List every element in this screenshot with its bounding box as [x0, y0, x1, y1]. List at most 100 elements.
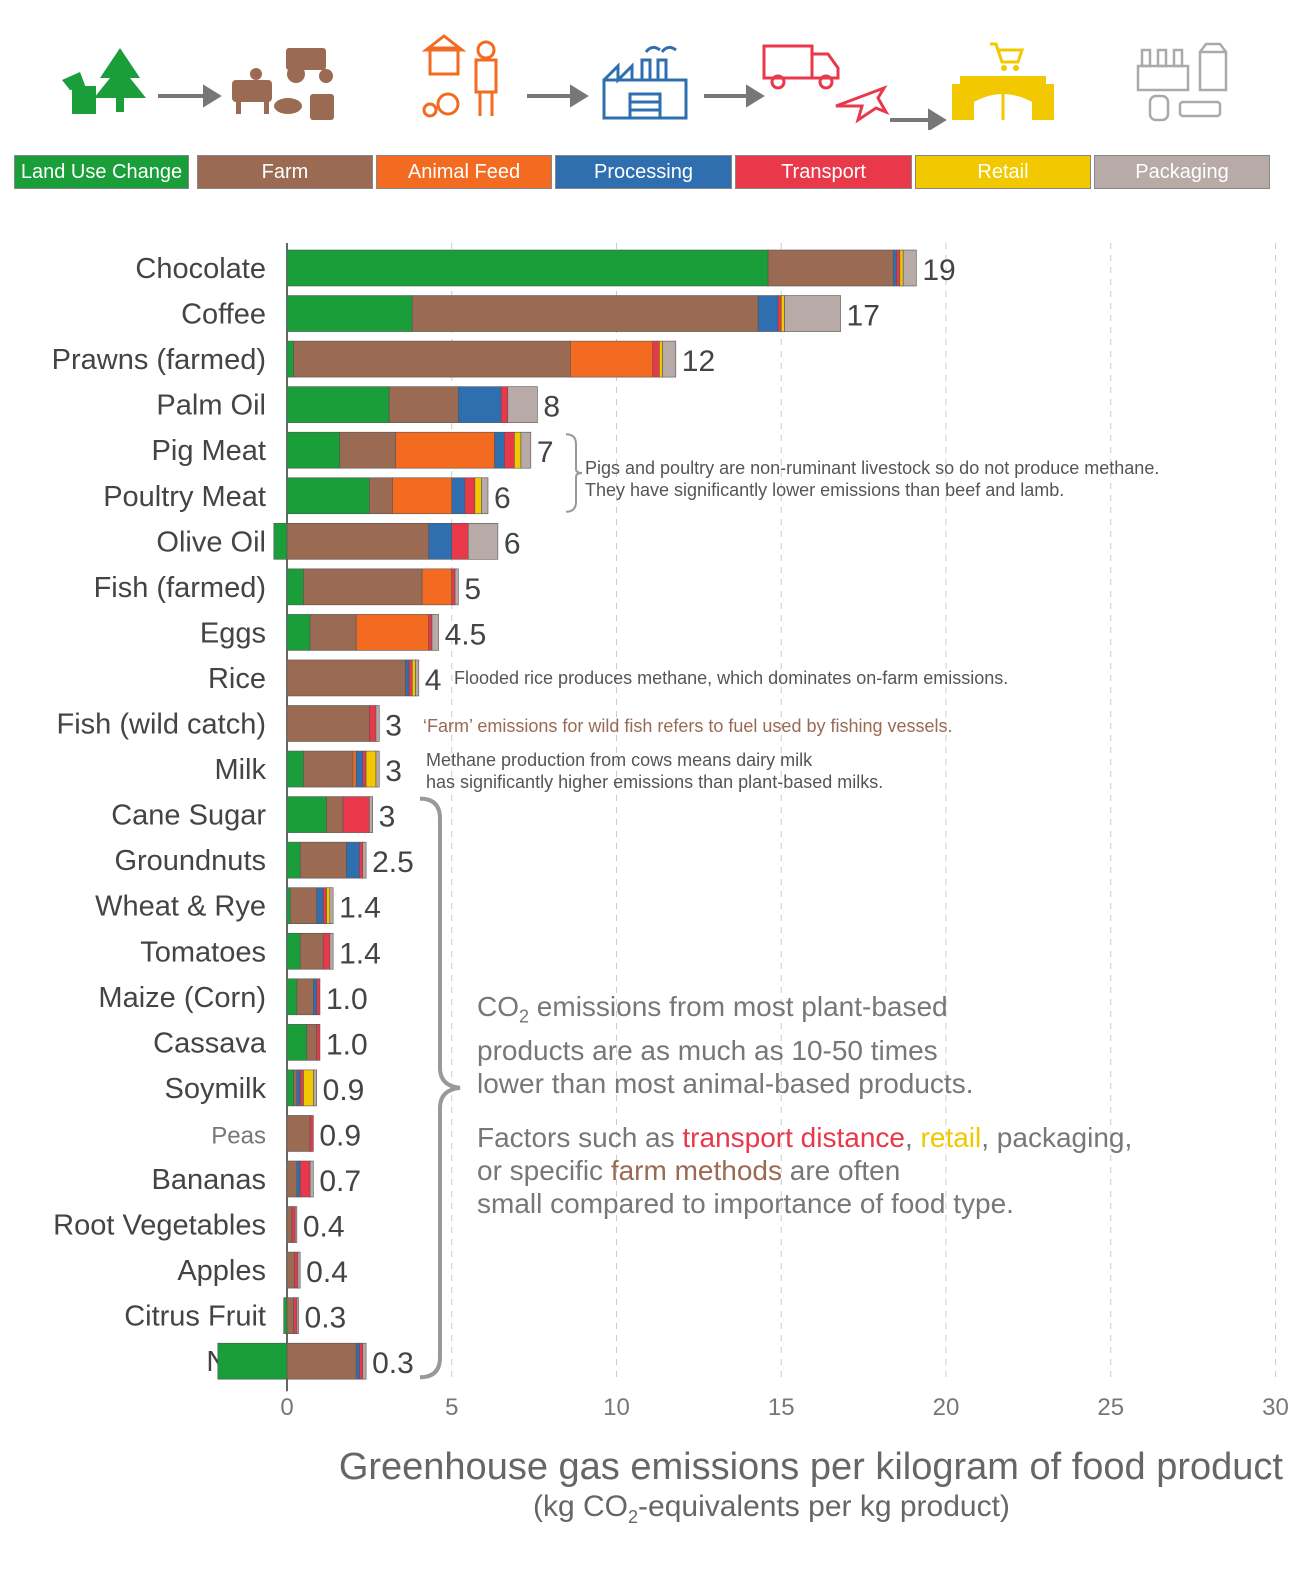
value-label: 3: [385, 710, 402, 743]
arrow-icon: [890, 108, 947, 130]
bar-segment: [286, 932, 301, 970]
category-label: Eggs: [200, 617, 266, 649]
x-tick-label: 5: [445, 1394, 458, 1421]
bar-segment: [329, 887, 334, 925]
rice-note: Flooded rice produces methane, which dom…: [454, 668, 1009, 688]
bar-segment: [309, 614, 357, 651]
supply-chain-icons: [62, 34, 1228, 130]
arrow-icon: [158, 84, 222, 108]
category-label: Rice: [208, 663, 266, 695]
bar-segment: [286, 1297, 294, 1334]
bar-segment: [767, 249, 894, 287]
category-label: Milk: [214, 754, 266, 786]
category-label: Chocolate: [135, 253, 266, 285]
bar-segment: [286, 340, 294, 378]
factors-are-often: are often: [782, 1155, 901, 1186]
bar-segment: [286, 659, 406, 697]
bar-segment: [297, 1251, 301, 1289]
bar-segment: [294, 1206, 298, 1243]
plant-based-line1-rest: emissions from most plant-based: [529, 991, 948, 1022]
category-label: Soymilk: [164, 1073, 266, 1105]
bar-segment: [365, 750, 377, 788]
bar-segment: [415, 659, 420, 697]
factors-line1: Factors such as transport distance, reta…: [477, 1121, 1132, 1154]
bar-segment: [293, 340, 571, 378]
bar-segment: [286, 522, 429, 560]
bar-segment: [514, 431, 522, 469]
x-tick-label: 30: [1262, 1394, 1289, 1421]
bar-segment: [293, 1069, 298, 1107]
bar-segment: [299, 1160, 311, 1198]
value-label: 0.9: [319, 1119, 361, 1152]
bar-segment: [286, 249, 769, 287]
bar-segment: [286, 978, 298, 1016]
factors-prefix: Factors such as: [477, 1122, 683, 1153]
bar-segment: [411, 295, 759, 332]
bar-segment: [777, 295, 782, 332]
factors-transport: transport distance: [682, 1122, 905, 1153]
bar-segment: [451, 477, 466, 515]
category-label: Tomatoes: [140, 936, 266, 968]
value-label: 3: [379, 801, 396, 834]
milk-note-line2: has significantly higher emissions than …: [426, 772, 884, 792]
bar-segment: [662, 340, 677, 378]
bar-segment: [326, 887, 331, 925]
plant-based-line3: lower than most animal-based products.: [477, 1067, 974, 1099]
bar-segment: [428, 614, 433, 651]
legend-processing: Processing: [555, 155, 732, 189]
bar-segment: [504, 431, 515, 469]
legend-farm: Farm: [197, 155, 373, 189]
plant-based-line1: CO2 emissions from most plant-based: [477, 990, 973, 1034]
value-label: 8: [543, 391, 560, 424]
category-label: Cassava: [153, 1027, 267, 1059]
value-label: 0.4: [306, 1256, 348, 1289]
milk-note: Methane production from cows means dairy…: [426, 749, 883, 793]
bar-segment: [313, 1069, 317, 1107]
bar-segment: [309, 1160, 314, 1198]
bar-segment: [902, 249, 917, 287]
bar-segment: [892, 249, 897, 287]
livestock-tractor-icon: [232, 48, 334, 120]
category-label: Prawns (farmed): [52, 344, 266, 376]
value-label: 1.0: [326, 1028, 368, 1061]
packaging-icon: [1136, 42, 1228, 122]
plant-based-subscript: 2: [519, 1006, 530, 1027]
value-label: 6: [504, 527, 521, 560]
bar-segment: [293, 1297, 298, 1334]
bar-segment: [570, 340, 654, 378]
bar-segment: [291, 1206, 296, 1243]
plant-based-note: CO2 emissions from most plant-based prod…: [477, 990, 973, 1100]
factors-line3: small compared to importance of food typ…: [477, 1188, 1014, 1219]
legend-packaging: Packaging: [1094, 155, 1270, 189]
bar-segment: [286, 614, 311, 651]
bar-segment: [217, 1342, 288, 1380]
bar-segment: [652, 340, 660, 378]
factors-or-specific: or specific: [477, 1155, 611, 1186]
bar-segment: [454, 568, 459, 606]
bar-segment: [520, 431, 532, 469]
bar-segment: [316, 1024, 321, 1061]
factors-comma: ,: [904, 1122, 921, 1153]
value-label: 0.3: [305, 1302, 347, 1335]
category-label: Palm Oil: [156, 390, 266, 422]
x-tick-label: 20: [933, 1394, 960, 1421]
x-tick-label: 25: [1097, 1394, 1124, 1421]
bar-segment: [322, 887, 327, 925]
bar-segment: [421, 568, 453, 606]
plant-based-co: CO: [477, 991, 519, 1022]
bar-segment: [411, 659, 416, 697]
category-label: Apples: [177, 1255, 266, 1287]
bar-segment: [359, 1342, 364, 1380]
factory-icon: [602, 45, 688, 120]
category-label: Fish (wild catch): [57, 709, 267, 741]
milk-note-line1: Methane production from cows means dairy…: [426, 750, 813, 770]
truck-plane-icon: [762, 44, 890, 124]
bar-segment: [388, 386, 459, 423]
bar-segment: [395, 431, 495, 469]
bar-segment: [494, 431, 505, 469]
factors-farm-methods: farm methods: [610, 1155, 782, 1186]
value-label: 19: [922, 254, 955, 287]
value-label: 12: [682, 345, 715, 378]
bar-segment: [899, 249, 904, 287]
bar-segment: [299, 1069, 304, 1107]
